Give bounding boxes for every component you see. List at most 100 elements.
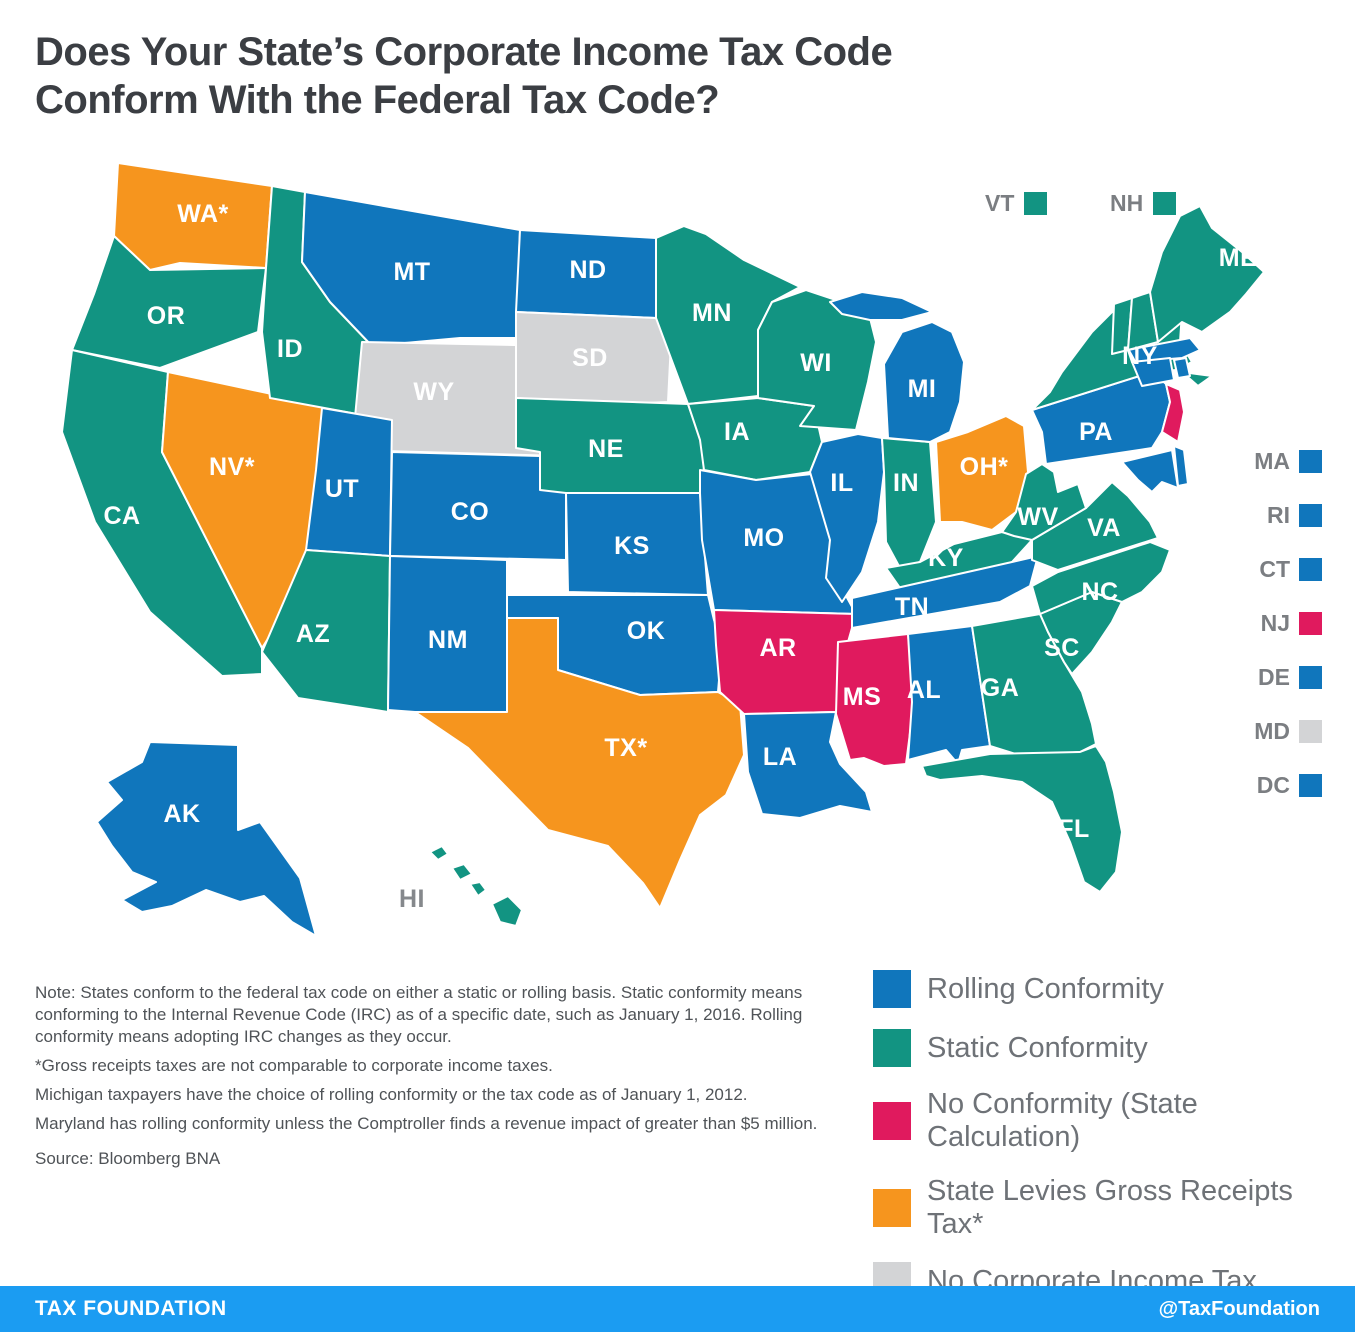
state-label-mt: MT: [393, 258, 430, 286]
state-ct: [1131, 357, 1175, 387]
right-callout-column: MA RI CT NJ DE MD DC: [1246, 448, 1322, 828]
legend: Rolling Conformity Static Conformity No …: [873, 970, 1355, 1321]
state-md: [1121, 449, 1179, 493]
state-label-fl: FL: [1058, 815, 1090, 843]
state-me: [1149, 205, 1265, 343]
state-label-co: CO: [451, 498, 490, 526]
callout-dc-swatch: [1299, 774, 1322, 797]
note-conformity-definitions: Note: States conform to the federal tax …: [35, 983, 803, 1046]
state-label-wi: WI: [800, 349, 832, 377]
note-maryland: Maryland has rolling conformity unless t…: [35, 1114, 818, 1133]
state-label-ak: AK: [163, 800, 200, 828]
legend-row-gross-receipts: State Levies Gross Receipts Tax*: [873, 1175, 1355, 1241]
legend-label-static: Static Conformity: [927, 1031, 1148, 1064]
state-label-wv: WV: [1017, 503, 1058, 531]
legend-swatch-no-conformity: [873, 1102, 911, 1140]
state-label-ny: NY: [1122, 342, 1158, 370]
callout-dc-label: DC: [1256, 772, 1290, 798]
state-label-ca: CA: [103, 502, 140, 530]
state-label-hi: HI: [399, 885, 425, 913]
legend-swatch-gross-receipts: [873, 1189, 911, 1227]
callout-ct: CT: [1246, 556, 1322, 582]
note-michigan: Michigan taxpayers have the choice of ro…: [35, 1085, 748, 1104]
state-ri: [1173, 357, 1191, 379]
callout-ri: RI: [1246, 502, 1322, 528]
state-va: [1031, 481, 1159, 571]
state-fl: [921, 745, 1123, 893]
state-tn: [851, 555, 1039, 629]
callout-nh-swatch: [1153, 192, 1177, 215]
callout-de: DE: [1246, 664, 1322, 690]
state-wv: [1001, 463, 1087, 541]
state-label-al: AL: [907, 676, 941, 704]
state-label-ut: UT: [325, 475, 359, 503]
state-nc: [1031, 541, 1171, 615]
callout-nj-label: NJ: [1260, 610, 1290, 636]
callout-nh-label: NH: [1110, 190, 1144, 216]
state-label-nm: NM: [428, 626, 468, 654]
callout-ri-label: RI: [1267, 502, 1290, 528]
state-label-il: IL: [830, 469, 853, 497]
state-label-wa: WA*: [177, 200, 229, 228]
state-label-mi: MI: [908, 375, 937, 403]
legend-label-no-conformity: No Conformity (State Calculation): [927, 1088, 1198, 1153]
callout-dc: DC: [1246, 772, 1322, 798]
state-mi: [883, 321, 965, 443]
callout-nj-swatch: [1299, 612, 1322, 635]
callout-md-swatch: [1299, 720, 1322, 743]
legend-label-rolling: Rolling Conformity: [927, 972, 1164, 1005]
state-shapes: [61, 162, 1265, 937]
callout-de-label: DE: [1258, 664, 1290, 690]
state-label-nc: NC: [1081, 578, 1118, 606]
state-label-ne: NE: [588, 435, 624, 463]
state-label-id: ID: [277, 335, 303, 363]
callout-ma-label: MA: [1254, 448, 1290, 474]
state-label-sc: SC: [1044, 634, 1080, 662]
state-il: [809, 433, 885, 603]
callout-ct-swatch: [1299, 558, 1322, 581]
state-or: [71, 235, 267, 369]
state-label-az: AZ: [296, 620, 330, 648]
state-label-tn: TN: [895, 593, 929, 621]
state-de: [1173, 445, 1189, 487]
state-label-ms: MS: [843, 683, 882, 711]
state-label-pa: PA: [1079, 418, 1113, 446]
state-hi-island-2: [451, 863, 473, 881]
legend-label-gross-receipts: State Levies Gross Receipts Tax*: [927, 1175, 1293, 1240]
callout-de-swatch: [1299, 666, 1322, 689]
state-labels: WA* OR CA NV* ID MT WY UT CO AZ NM ND SD…: [103, 200, 1256, 913]
state-tx: [414, 617, 745, 909]
state-az: [261, 549, 391, 713]
state-nj: [1161, 383, 1185, 443]
state-label-nv: NV*: [209, 453, 255, 481]
state-label-wy: WY: [413, 378, 454, 406]
state-hi-island-4: [491, 895, 523, 927]
state-hi-island-1: [429, 845, 449, 861]
callout-md-label: MD: [1254, 718, 1290, 744]
legend-swatch-static: [873, 1029, 911, 1067]
legend-row-rolling: Rolling Conformity: [873, 970, 1355, 1008]
state-label-ks: KS: [614, 532, 650, 560]
callout-ma: MA: [1246, 448, 1322, 474]
state-label-va: VA: [1087, 514, 1121, 542]
callout-vt-swatch: [1024, 192, 1048, 215]
callout-ri-swatch: [1299, 504, 1322, 527]
title-line-2: Conform With the Federal Tax Code?: [35, 78, 720, 122]
state-hi-island-3: [469, 881, 487, 897]
callout-nh: NH: [1110, 190, 1177, 217]
state-ak: [96, 741, 317, 937]
state-label-sd: SD: [572, 344, 608, 372]
state-label-ia: IA: [724, 418, 750, 446]
state-label-oh: OH*: [960, 453, 1009, 481]
notes-block: Note: States conform to the federal tax …: [35, 982, 827, 1177]
footer: TAX FOUNDATION @TaxFoundation: [0, 1286, 1355, 1332]
callout-nj: NJ: [1246, 610, 1322, 636]
callout-vt: VT: [985, 190, 1048, 217]
legend-row-static: Static Conformity: [873, 1029, 1355, 1067]
title-line-1: Does Your State’s Corporate Income Tax C…: [35, 30, 893, 74]
footer-brand: TAX FOUNDATION: [35, 1297, 227, 1320]
callout-md: MD: [1246, 718, 1322, 744]
state-label-nd: ND: [569, 256, 606, 284]
